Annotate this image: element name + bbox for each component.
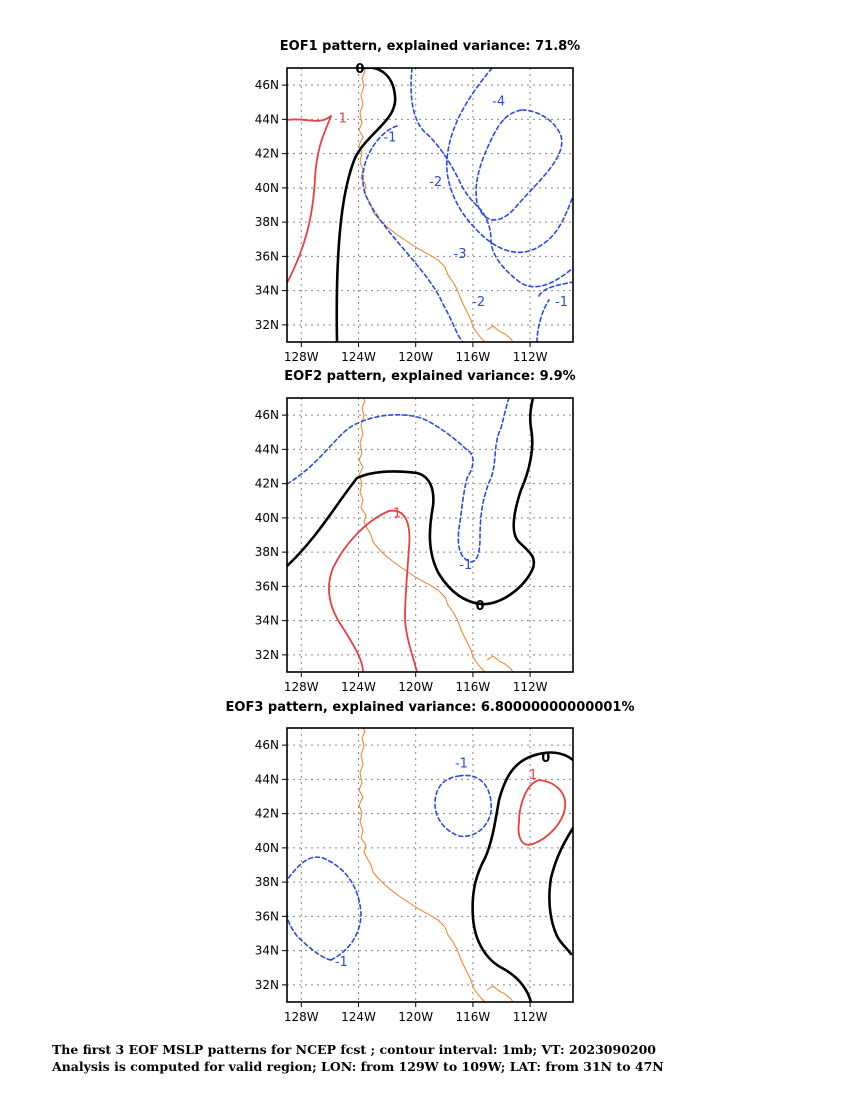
contour-line [434,774,492,838]
figure-caption: The first 3 EOF MSLP patterns for NCEP f… [52,1041,664,1075]
contour-line [287,913,332,961]
panel-title: EOF3 pattern, explained variance: 6.8000… [226,700,635,715]
contour-line [548,826,573,956]
contour-line [287,856,362,961]
contour-line [475,109,563,221]
coastline [358,728,514,1002]
contour-line [538,281,573,297]
contour-label: -2 [472,295,485,310]
y-tick-label: 40N [255,511,279,525]
x-tick-label: 112W [513,350,548,364]
x-tick-label: 112W [513,680,548,694]
grid-lines [287,728,573,1002]
x-tick-label: 120W [398,350,433,364]
contour-label: -1 [455,756,468,771]
y-tick-label: 40N [255,181,279,195]
coastline [358,68,514,342]
y-tick-label: 34N [255,284,279,298]
eof1-panel: EOF1 pattern, explained variance: 71.8% 0… [255,39,580,364]
contour-line [517,779,567,846]
caption-line-1: The first 3 EOF MSLP patterns for NCEP f… [52,1042,656,1057]
panel-title: EOF2 pattern, explained variance: 9.9% [284,369,575,384]
x-tick-label: 124W [341,680,376,694]
y-tick-label: 32N [255,978,279,992]
y-tick-label: 40N [255,841,279,855]
contour-label: -1 [335,955,348,970]
y-tick-label: 46N [255,408,279,422]
contour-line [446,68,573,254]
contour-line [388,509,418,672]
y-tick-label: 36N [255,249,279,263]
y-tick-label: 36N [255,579,279,593]
contour-label: 0 [355,62,364,77]
contour-label: 1 [393,507,401,522]
caption-line-2: Analysis is computed for valid region; L… [52,1059,664,1074]
grid-lines [287,398,573,672]
y-tick-label: 44N [255,112,279,126]
contour-label: -4 [492,95,505,110]
y-tick-label: 32N [255,318,279,332]
contour-label: -1 [459,558,472,573]
y-tick-label: 34N [255,614,279,628]
eof2-panel: EOF2 pattern, explained variance: 9.9% 1 -… [255,369,576,694]
contour-label: 1 [529,768,537,783]
plot-frame [286,397,574,673]
plot-frame [286,727,574,1003]
coastline [358,398,514,672]
contour-line [536,299,550,342]
x-tick-label: 124W [341,1010,376,1024]
x-tick-label: 128W [284,680,319,694]
y-tick-label: 38N [255,545,279,559]
x-tick-label: 116W [456,1010,491,1024]
y-tick-label: 38N [255,875,279,889]
contour-line [410,68,573,288]
grid-lines [287,68,573,342]
y-tick-label: 46N [255,78,279,92]
contour-line [287,115,332,284]
y-tick-label: 32N [255,648,279,662]
x-tick-label: 116W [456,350,491,364]
contour-label: -1 [383,131,396,146]
contour-label: 0 [476,599,485,614]
y-tick-label: 44N [255,442,279,456]
y-tick-label: 46N [255,738,279,752]
contour-label: 0 [541,751,550,766]
contour-line [287,398,536,606]
x-tick-label: 112W [513,1010,548,1024]
y-tick-label: 42N [255,147,279,161]
contour-label: 1 [339,112,347,127]
x-tick-label: 128W [284,350,319,364]
contour-line [471,751,573,1002]
contour-line [362,125,464,342]
contour-label: -2 [429,175,442,190]
x-tick-label: 120W [398,1010,433,1024]
y-tick-label: 44N [255,772,279,786]
x-tick-label: 120W [398,680,433,694]
y-tick-label: 34N [255,944,279,958]
contour-label: -3 [454,247,467,262]
contour-line [328,510,390,672]
panel-title: EOF1 pattern, explained variance: 71.8% [280,39,580,54]
x-tick-label: 124W [341,350,376,364]
contour-label: -1 [555,295,568,310]
eof3-panel: EOF3 pattern, explained variance: 6.8000… [226,700,635,1024]
y-tick-label: 36N [255,909,279,923]
y-tick-label: 42N [255,477,279,491]
y-tick-label: 42N [255,807,279,821]
y-tick-label: 38N [255,215,279,229]
contour-line [287,398,510,563]
plot-frame [286,67,574,343]
contour-line [335,68,397,342]
x-tick-label: 128W [284,1010,319,1024]
x-tick-label: 116W [456,680,491,694]
